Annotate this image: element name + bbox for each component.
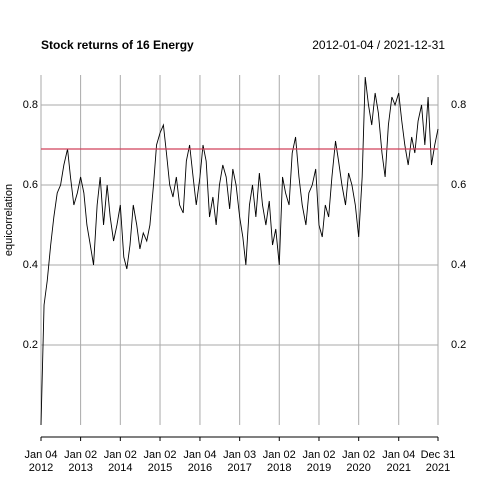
x-tick-label: Jan 02 2020 [342,449,376,474]
y2-tick-label: 0.6 [451,179,466,191]
x-tick-label: Jan 02 2015 [143,449,177,474]
chart-title: Stock returns of 16 Energy [41,38,194,52]
y2-tick-label: 0.2 [451,339,466,351]
y-axis-label: equicorrelation [3,184,15,256]
x-tick-label: Jan 04 2016 [183,449,217,474]
x-tick-label: Dec 31 2021 [420,449,456,474]
y2-tick-label: 0.4 [451,259,466,271]
y-tick-label: 0.4 [23,259,38,271]
x-tick-label: Jan 03 2017 [223,449,257,474]
y-tick-label: 0.6 [23,179,38,191]
x-tick-label: Jan 02 2014 [103,449,137,474]
y-tick-label: 0.2 [23,339,38,351]
x-tick-label: Jan 04 2012 [24,449,58,474]
x-tick-label: Jan 04 2021 [382,449,416,474]
x-tick-label: Jan 02 2013 [64,449,98,474]
x-tick-label: Jan 02 2018 [262,449,296,474]
y-tick-label: 0.8 [23,99,38,111]
y2-tick-label: 0.8 [451,99,466,111]
x-tick-label: Jan 02 2019 [302,449,336,474]
chart-subtitle: 2012-01-04 / 2021-12-31 [312,38,445,52]
series-line [40,76,439,426]
